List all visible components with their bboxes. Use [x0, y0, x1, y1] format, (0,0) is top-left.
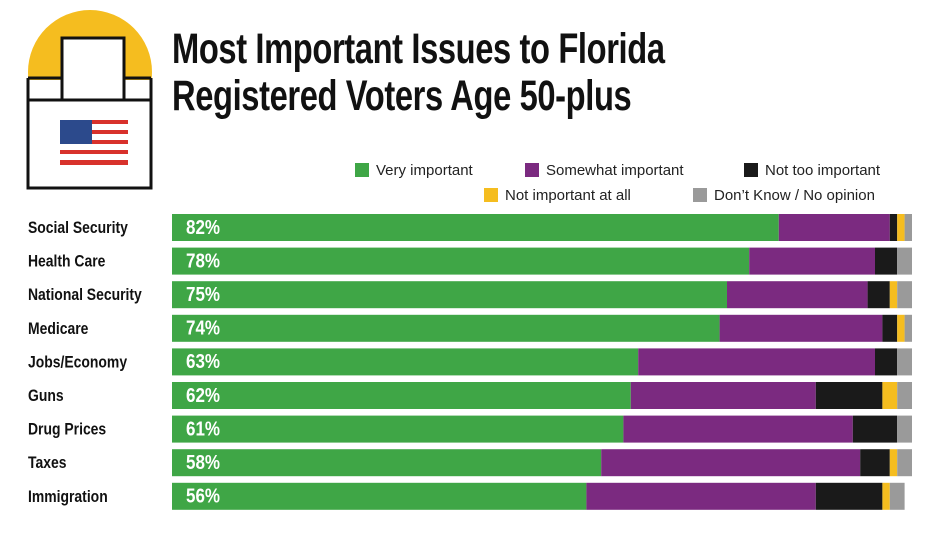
legend-label: Not important at all [505, 187, 631, 204]
bar-segment [172, 214, 779, 241]
bar-segment [867, 281, 890, 309]
bar-segment [172, 415, 624, 443]
bar-segment [638, 348, 875, 376]
bar-segment [897, 382, 912, 409]
bar-segment [897, 247, 912, 275]
value-label-group: 61% [186, 417, 220, 440]
legend-label: Don’t Know / No opinion [714, 187, 875, 204]
bar-segment [172, 348, 639, 376]
bar-segment [623, 415, 853, 443]
bar-segment [875, 348, 898, 376]
category-label: Social Security [28, 219, 128, 238]
value-label: 75% [186, 283, 220, 306]
value-label-group: 78% [186, 249, 220, 272]
bar-segment [852, 415, 898, 443]
value-label: 82% [186, 215, 220, 238]
category-label: Drug Prices [28, 420, 106, 439]
bar-segment [882, 314, 898, 342]
value-label: 58% [186, 451, 220, 474]
bar-segment [815, 482, 883, 510]
bar-segment [889, 482, 905, 510]
value-label: 74% [186, 316, 220, 339]
bar-segment [904, 314, 912, 342]
bar-segment [586, 482, 816, 510]
category-label: Jobs/Economy [28, 353, 127, 372]
legend-label: Very important [376, 162, 474, 179]
legend-label: Not too important [765, 162, 881, 179]
bar-segment [719, 314, 883, 342]
bar-segment [172, 449, 602, 477]
ballot-box [26, 76, 153, 190]
bar-segment [889, 214, 898, 241]
value-label: 56% [186, 484, 220, 507]
bar-segment [882, 482, 890, 510]
category-label: Taxes [28, 454, 66, 473]
legend-swatch [693, 188, 707, 202]
bar-segment [815, 382, 883, 409]
category-label: Guns [28, 387, 64, 406]
bar-segment [860, 449, 890, 477]
bar-segment [882, 382, 898, 409]
category-label: Health Care [28, 252, 106, 271]
bar-segment [778, 214, 890, 241]
bar-segment [749, 247, 875, 275]
category-labels: Social Security Health Care National Secur… [28, 219, 142, 506]
bar-segment [172, 482, 587, 510]
bar-segment [172, 247, 750, 275]
legend-swatch [525, 163, 539, 177]
bar-segment [889, 449, 898, 477]
value-label: 62% [186, 383, 220, 406]
bar-segment [889, 281, 898, 309]
value-label-group: 74% [186, 316, 220, 339]
legend-swatch [744, 163, 758, 177]
bar-segment [897, 314, 905, 342]
bar-segment [172, 382, 631, 409]
bar-segment [172, 314, 720, 342]
chart-title: Most Important Issues to Florida Registe… [172, 25, 665, 120]
legend-label: Somewhat important [546, 162, 684, 179]
value-label: 63% [186, 350, 220, 373]
bar-segment [897, 449, 912, 477]
bar-segment [875, 247, 898, 275]
flag [60, 120, 128, 165]
ballot-icon [26, 10, 153, 190]
value-label-group: 75% [186, 283, 220, 306]
bar-segment [897, 281, 912, 309]
bar-segment [897, 214, 905, 241]
bar-segment [630, 382, 816, 409]
category-label: Medicare [28, 320, 89, 339]
value-label-group: 82% [186, 215, 220, 238]
category-label: Immigration [28, 488, 108, 507]
legend-swatch [355, 163, 369, 177]
category-label: National Security [28, 286, 142, 305]
bar-segment [897, 415, 912, 443]
legend-swatch [484, 188, 498, 202]
ballot-paper [60, 36, 126, 102]
value-label-group: 62% [186, 383, 220, 406]
value-label: 78% [186, 249, 220, 272]
bar-segment [172, 281, 727, 309]
bar-segment [897, 348, 912, 376]
bar-segment [727, 281, 868, 309]
value-label-group: 63% [186, 350, 220, 373]
value-label-group: 56% [186, 484, 220, 507]
bar-segment [601, 449, 861, 477]
value-label-group: 58% [186, 451, 220, 474]
value-label: 61% [186, 417, 220, 440]
bar-segment [904, 214, 912, 241]
